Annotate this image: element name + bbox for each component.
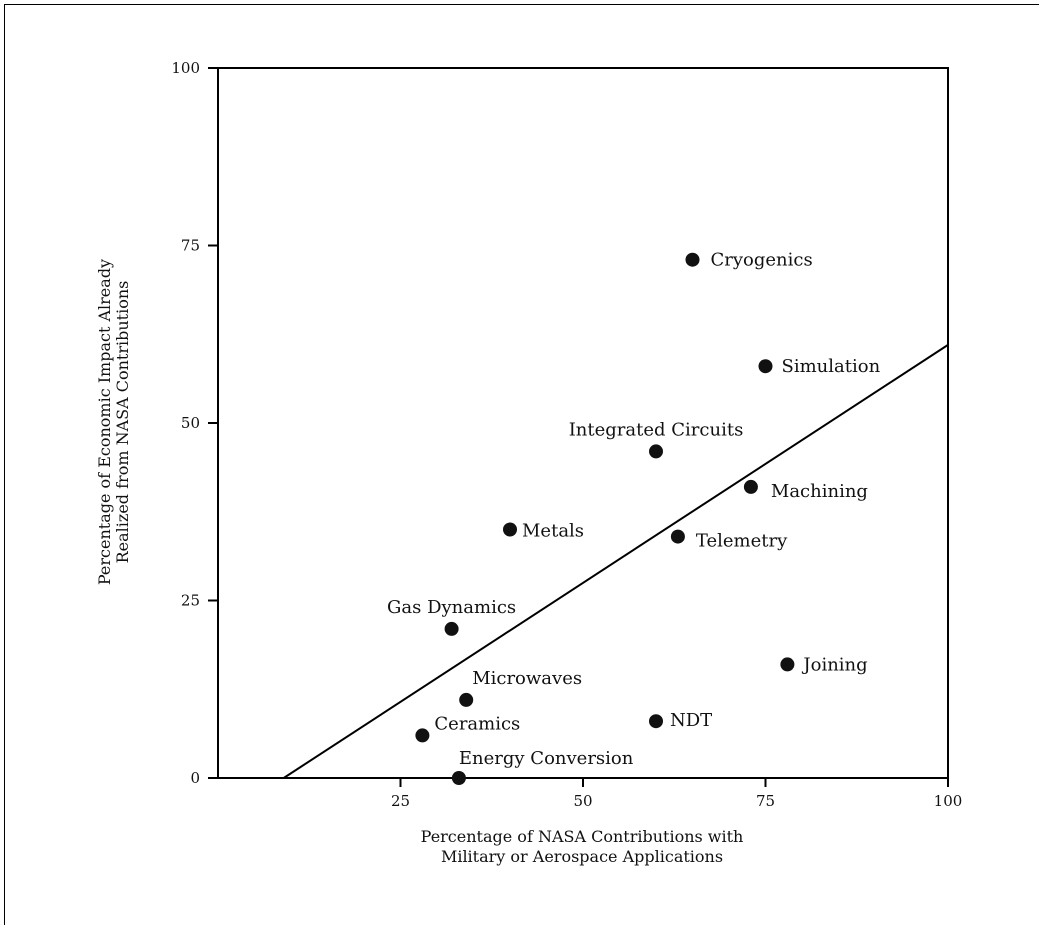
x-tick-label-100: 100 [934, 792, 963, 810]
point-label-microwaves: Microwaves [472, 668, 582, 689]
point-joining [780, 657, 795, 672]
x-axis-title-line-2: Military or Aerospace Applications [441, 847, 723, 866]
y-tick-label-0: 0 [190, 769, 200, 787]
point-energy-conversion [451, 771, 466, 785]
y-axis-title-line-2: Realized from NASA Contributions [113, 281, 132, 564]
point-label-simulation: Simulation [782, 356, 881, 377]
point-metals [503, 522, 517, 537]
point-label-integrated-circuits: Integrated Circuits [569, 419, 744, 440]
point-label-ndt: NDT [670, 710, 712, 731]
y-tick-label-100: 100 [171, 59, 200, 77]
data-points: Cryogenics Simulation Integrated Circuits M… [387, 250, 881, 785]
point-telemetry [670, 529, 685, 544]
point-ceramics [415, 728, 430, 743]
y-axis-title-line-1: Percentage of Economic Impact Already [95, 259, 114, 585]
point-label-cryogenics: Cryogenics [711, 250, 813, 271]
point-label-joining: Joining [801, 654, 867, 675]
y-tick-label-50: 50 [181, 414, 200, 432]
point-gas-dynamics [444, 621, 459, 636]
x-axis-title-line-1: Percentage of NASA Contributions with [421, 827, 744, 846]
point-label-ceramics: Ceramics [434, 713, 520, 734]
point-integrated-circuits [649, 444, 663, 459]
trend-line [283, 344, 949, 779]
x-tick-label-50: 50 [573, 792, 592, 810]
point-label-gas-dynamics: Gas Dynamics [387, 597, 516, 618]
point-cryogenics [685, 252, 700, 267]
point-label-metals: Metals [522, 521, 584, 542]
x-tick-label-75: 75 [756, 792, 775, 810]
point-label-energy-conversion: Energy Conversion [459, 748, 634, 769]
y-tick-label-75: 75 [181, 237, 200, 255]
figure-frame [4, 4, 1039, 925]
point-microwaves [459, 692, 474, 707]
y-tick-label-25: 25 [181, 592, 200, 610]
point-simulation [758, 359, 773, 374]
point-label-machining: Machining [771, 481, 868, 502]
point-ndt [649, 714, 663, 729]
point-label-telemetry: Telemetry [696, 531, 788, 552]
point-machining [743, 479, 758, 494]
axis-ticks: 0 25 50 75 100 25 50 75 100 [171, 59, 962, 810]
x-tick-label-25: 25 [391, 792, 410, 810]
